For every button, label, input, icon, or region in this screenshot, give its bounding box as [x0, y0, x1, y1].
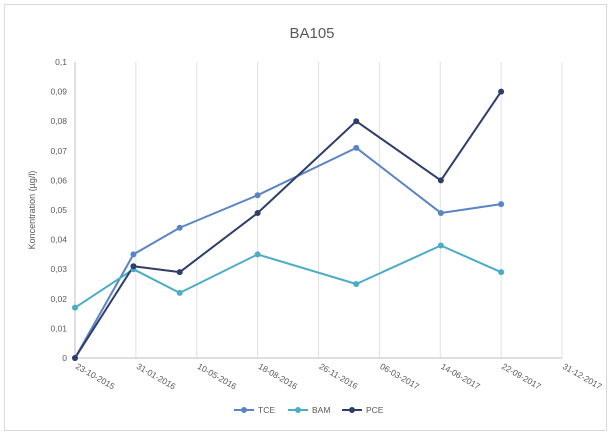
data-point-bam [254, 251, 261, 258]
grid-lines [74, 62, 563, 358]
x-tick-label: 06-03-2017 [378, 361, 421, 392]
x-tick-label: 18-08-2016 [257, 361, 300, 392]
series-line-bam [74, 244, 502, 309]
chart-frame [4, 4, 607, 431]
data-point-pce [437, 177, 444, 184]
y-tick-label: 0,03 [50, 264, 67, 274]
y-tick-label: 0,01 [50, 323, 67, 333]
y-tick-label: 0 [62, 353, 67, 363]
data-point-pce [130, 263, 137, 270]
data-point-bam [353, 281, 360, 287]
legend-marker-tce [241, 407, 247, 413]
data-point-bam [176, 289, 183, 296]
data-point-pce [353, 118, 360, 125]
x-tick-label: 31-01-2016 [135, 361, 178, 392]
data-point-pce [254, 209, 261, 216]
x-tick-label: 14-06-2017 [439, 361, 482, 392]
y-tick-label: 0,05 [50, 205, 67, 215]
legend-label-tce: TCE [258, 405, 275, 415]
x-tick-label: 23-10-2015 [74, 361, 117, 392]
data-point-pce [176, 269, 183, 276]
series-line-tce [74, 146, 502, 359]
legend-label-pce: PCE [366, 405, 384, 415]
y-tick-label: 0,06 [50, 175, 67, 185]
series-line-pce [74, 91, 502, 359]
legend-marker-pce [349, 407, 355, 413]
y-tick-label: 0,09 [50, 87, 67, 97]
data-point-tce [353, 144, 360, 151]
legend-marker-bam [295, 407, 301, 413]
y-tick-label: 0,08 [50, 116, 67, 126]
data-point-pce [72, 355, 78, 361]
data-point-tce [437, 209, 444, 216]
y-axis-ticks: 0 0,01 0,02 0,03 0,04 0,05 0,06 0,07 0,08 0,09 0,1 [50, 57, 67, 363]
x-tick-label: 10-05-2016 [196, 361, 239, 392]
data-point-tce [254, 192, 261, 199]
legend-label-bam: BAM [312, 405, 330, 415]
chart-title: BA105 [289, 25, 334, 42]
x-tick-label: 22-09-2017 [500, 361, 543, 392]
y-tick-label: 0,1 [55, 57, 67, 67]
data-point-tce [176, 224, 183, 231]
data-point-bam [498, 269, 505, 276]
y-tick-label: 0,02 [50, 294, 67, 304]
data-point-bam [437, 242, 444, 249]
data-point-pce [498, 88, 505, 95]
x-tick-label: 31-12-2017 [561, 361, 604, 392]
data-point-tce [498, 201, 505, 208]
legend: TCE BAM PCE [234, 405, 384, 415]
data-point-tce [130, 251, 137, 258]
y-tick-label: 0,04 [50, 235, 67, 245]
x-axis-ticks: 23-10-2015 31-01-2016 10-05-2016 18-08-2016… [74, 361, 604, 392]
data-point-bam [72, 304, 78, 311]
series-lines [72, 88, 505, 361]
y-axis-label: Koncentration (µg/l) [27, 171, 37, 250]
y-tick-label: 0,07 [50, 146, 67, 156]
x-tick-label: 26-11-2016 [318, 361, 360, 391]
